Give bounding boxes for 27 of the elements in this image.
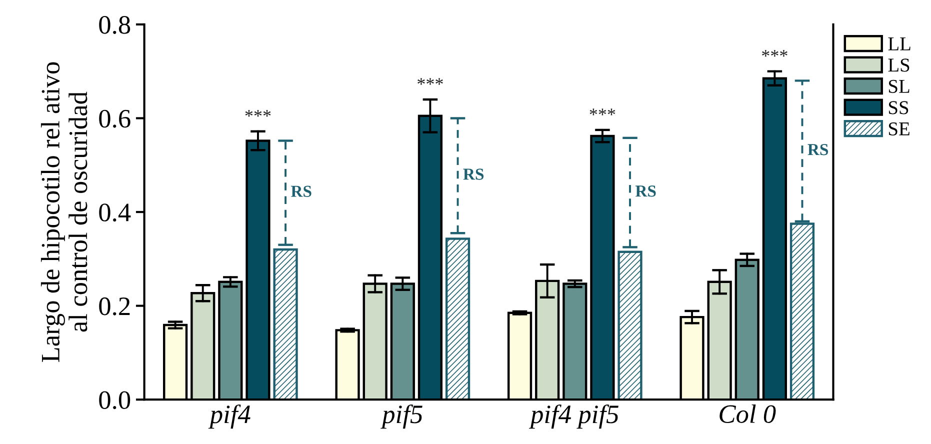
annotation: RS (635, 186, 656, 197)
y-axis-title: Largo de hipocotilo rel ativo al control de oscuridad (40, 62, 88, 362)
bar (790, 222, 815, 400)
x-tick-label: pif4 (208, 404, 250, 429)
annotation: *** (245, 110, 271, 117)
bar (445, 238, 470, 400)
annotation: *** (762, 50, 788, 57)
legend-label: SL (888, 80, 910, 93)
bar (273, 248, 298, 400)
annotation: *** (590, 108, 616, 116)
bar (618, 250, 642, 400)
y-tick-label: 0.6 (99, 110, 130, 128)
legend-label: SE (888, 122, 910, 136)
annotation: *** (418, 78, 443, 85)
legend-label: SS (888, 101, 908, 114)
y-tick-label: 0.8 (99, 16, 130, 34)
annotation: RS (463, 168, 484, 180)
legend-label: LS (888, 58, 910, 72)
y-tick-label: 0.2 (99, 297, 130, 316)
x-tick-label: Col 0 (720, 404, 776, 424)
x-tick-label: pif4 pif5 (528, 404, 618, 429)
y-tick-label: 0.0 (99, 391, 130, 410)
annotation: RS (290, 186, 312, 197)
x-tick-label: pif5 (380, 404, 422, 429)
y-tick-label: 0.4 (99, 204, 131, 222)
annotation: RS (808, 144, 828, 156)
legend-label: LL (888, 38, 910, 50)
